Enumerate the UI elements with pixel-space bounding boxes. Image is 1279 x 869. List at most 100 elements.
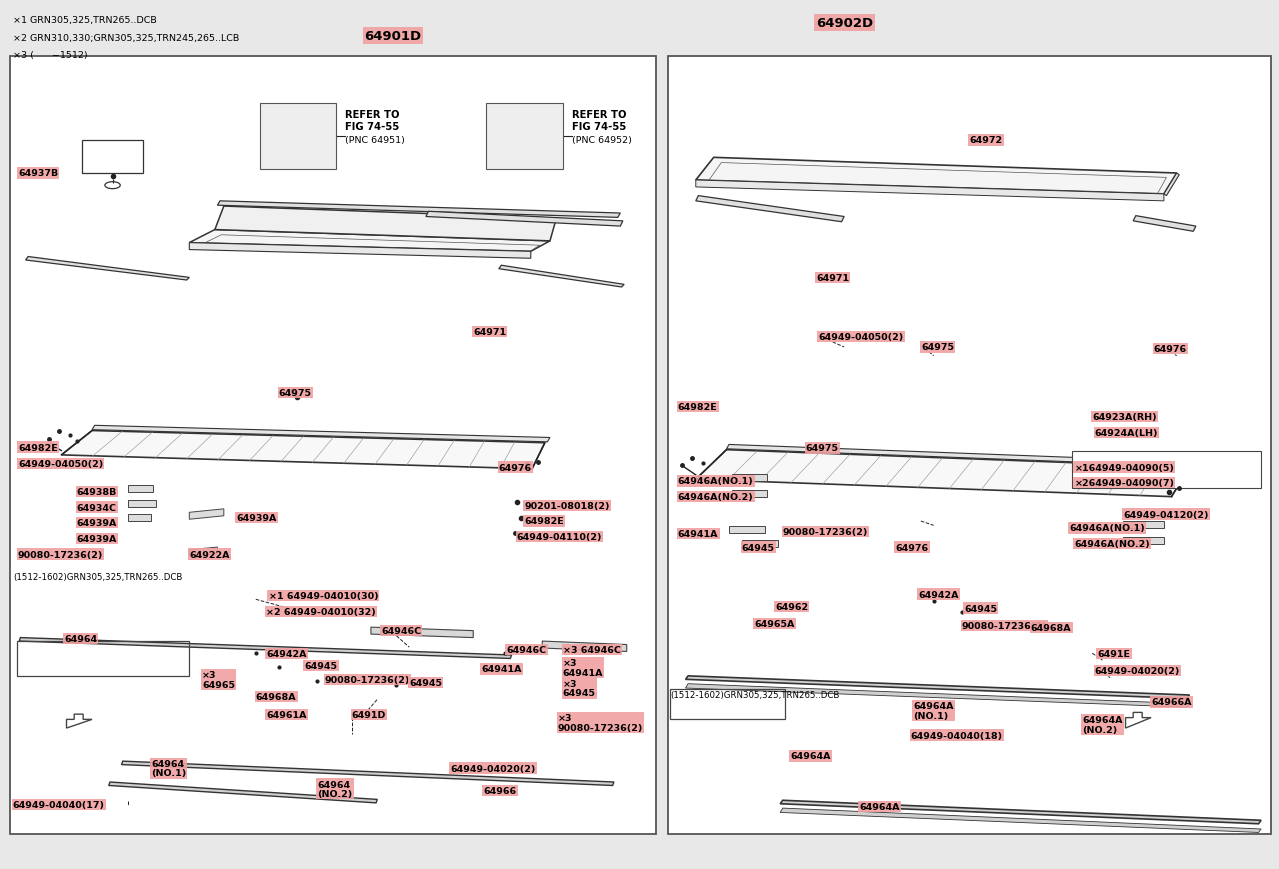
Text: 64949-04050(2): 64949-04050(2) bbox=[18, 460, 104, 468]
Polygon shape bbox=[92, 426, 550, 442]
Text: 64946A(NO.1): 64946A(NO.1) bbox=[1069, 524, 1145, 533]
Polygon shape bbox=[189, 547, 217, 556]
Text: 64945: 64945 bbox=[742, 543, 775, 552]
Polygon shape bbox=[19, 638, 512, 659]
Text: 6491D: 6491D bbox=[352, 710, 386, 719]
Text: 64964A
(NO.2): 64964A (NO.2) bbox=[1082, 715, 1123, 734]
Text: 64965A: 64965A bbox=[755, 620, 796, 628]
Polygon shape bbox=[426, 212, 623, 227]
Text: ×1 64949-04010(30): ×1 64949-04010(30) bbox=[269, 592, 379, 600]
Text: 64982E: 64982E bbox=[678, 402, 718, 411]
Text: 64975: 64975 bbox=[806, 444, 839, 453]
FancyBboxPatch shape bbox=[10, 56, 656, 834]
Text: ×3
90080-17236(2): ×3 90080-17236(2) bbox=[558, 713, 643, 733]
Text: (PNC 64952): (PNC 64952) bbox=[572, 136, 632, 145]
Polygon shape bbox=[61, 431, 545, 469]
Text: 6491E: 6491E bbox=[1097, 649, 1131, 658]
Polygon shape bbox=[67, 714, 92, 728]
Text: 64946A(NO.2): 64946A(NO.2) bbox=[1074, 540, 1150, 548]
Text: (1512-1602)GRN305,325,TRN265..DCB: (1512-1602)GRN305,325,TRN265..DCB bbox=[670, 691, 839, 700]
Text: 64949-04040(18): 64949-04040(18) bbox=[911, 731, 1003, 740]
Text: 90080-17236(2): 90080-17236(2) bbox=[783, 527, 868, 536]
Text: 64966: 64966 bbox=[483, 786, 517, 795]
Text: REFER TO: REFER TO bbox=[572, 109, 627, 120]
Text: 64937B: 64937B bbox=[18, 169, 58, 178]
Text: 64964
(NO.1): 64964 (NO.1) bbox=[151, 759, 187, 778]
Text: 64924A(LH): 64924A(LH) bbox=[1095, 428, 1159, 437]
Text: 64976: 64976 bbox=[895, 543, 929, 552]
Polygon shape bbox=[732, 474, 767, 481]
Text: 64946C: 64946C bbox=[506, 646, 546, 654]
Text: REFER TO: REFER TO bbox=[345, 109, 400, 120]
Text: 64972: 64972 bbox=[969, 136, 1003, 145]
Text: 64949-04120(2): 64949-04120(2) bbox=[1123, 510, 1209, 519]
Text: 64945: 64945 bbox=[304, 661, 338, 670]
Polygon shape bbox=[729, 527, 765, 534]
Text: 90080-17236(2): 90080-17236(2) bbox=[325, 675, 411, 684]
Text: FIG 74-55: FIG 74-55 bbox=[345, 122, 399, 132]
FancyBboxPatch shape bbox=[486, 104, 563, 169]
Text: (1512-1602)GRN305,325,TRN265..DCB: (1512-1602)GRN305,325,TRN265..DCB bbox=[13, 573, 182, 581]
Polygon shape bbox=[109, 782, 377, 803]
Polygon shape bbox=[26, 257, 189, 281]
Text: ×2 64949-04010(32): ×2 64949-04010(32) bbox=[266, 607, 376, 616]
Text: 64946A(NO.1): 64946A(NO.1) bbox=[678, 477, 753, 486]
Text: 64946A(NO.2): 64946A(NO.2) bbox=[678, 493, 753, 501]
Text: 64923A(RH): 64923A(RH) bbox=[1092, 413, 1157, 421]
Text: 64964
(NO.2): 64964 (NO.2) bbox=[317, 779, 353, 799]
Text: 64945: 64945 bbox=[964, 604, 998, 613]
FancyBboxPatch shape bbox=[260, 104, 336, 169]
Polygon shape bbox=[686, 676, 1189, 699]
Text: 64946C: 64946C bbox=[381, 627, 421, 635]
Text: 64942A: 64942A bbox=[918, 590, 959, 599]
Polygon shape bbox=[128, 486, 153, 493]
Polygon shape bbox=[1123, 521, 1164, 528]
Polygon shape bbox=[128, 501, 156, 507]
Polygon shape bbox=[1126, 713, 1151, 728]
Text: 64968A: 64968A bbox=[256, 693, 297, 701]
Polygon shape bbox=[780, 808, 1261, 833]
Polygon shape bbox=[1164, 174, 1179, 196]
Polygon shape bbox=[696, 158, 1177, 195]
FancyBboxPatch shape bbox=[82, 141, 143, 174]
Text: 64964: 64964 bbox=[64, 634, 97, 643]
Polygon shape bbox=[122, 761, 614, 786]
Polygon shape bbox=[371, 627, 473, 638]
Text: ×264949-04090(7): ×264949-04090(7) bbox=[1074, 479, 1174, 488]
Text: 64942A: 64942A bbox=[266, 649, 307, 658]
Text: 64982E: 64982E bbox=[18, 443, 58, 452]
Text: 64939A: 64939A bbox=[77, 519, 118, 527]
Text: 64968A: 64968A bbox=[1031, 623, 1072, 632]
Text: 64975: 64975 bbox=[279, 388, 312, 397]
Text: ×3
64965: ×3 64965 bbox=[202, 670, 235, 689]
Polygon shape bbox=[696, 181, 1164, 202]
Text: 64964A: 64964A bbox=[859, 802, 900, 811]
Text: ×3
64941A: ×3 64941A bbox=[563, 658, 604, 677]
Text: 64922A: 64922A bbox=[189, 550, 230, 559]
Text: 64966A: 64966A bbox=[1151, 698, 1192, 706]
Text: 64949-04020(2): 64949-04020(2) bbox=[450, 764, 536, 773]
Text: ×3
64945: ×3 64945 bbox=[563, 679, 596, 698]
Polygon shape bbox=[189, 509, 224, 520]
Polygon shape bbox=[1123, 537, 1164, 544]
Text: 64976: 64976 bbox=[499, 463, 532, 472]
Text: 64949-04040(17): 64949-04040(17) bbox=[13, 800, 105, 809]
Text: ×3 (      −1512): ×3 ( −1512) bbox=[13, 51, 87, 60]
Text: 64939A: 64939A bbox=[77, 534, 118, 543]
Text: 64949-04110(2): 64949-04110(2) bbox=[517, 533, 602, 541]
Text: ×1 GRN305,325,TRN265..DCB: ×1 GRN305,325,TRN265..DCB bbox=[13, 17, 156, 25]
Text: 64949-04050(2): 64949-04050(2) bbox=[819, 333, 904, 342]
FancyBboxPatch shape bbox=[1072, 452, 1261, 488]
Text: 64902D: 64902D bbox=[816, 17, 874, 30]
Text: ×2 GRN310,330;GRN305,325,TRN245,265..LCB: ×2 GRN310,330;GRN305,325,TRN245,265..LCB bbox=[13, 34, 239, 43]
Text: 64901D: 64901D bbox=[365, 30, 422, 43]
Text: ×164949-04090(5): ×164949-04090(5) bbox=[1074, 463, 1174, 472]
Text: 64934C: 64934C bbox=[77, 503, 116, 512]
Polygon shape bbox=[128, 514, 151, 521]
Text: 64971: 64971 bbox=[816, 274, 849, 282]
Polygon shape bbox=[732, 490, 767, 497]
Polygon shape bbox=[780, 800, 1261, 824]
Text: ×3 64946C: ×3 64946C bbox=[563, 646, 620, 654]
Text: 64941A: 64941A bbox=[678, 529, 719, 538]
Text: 64939A: 64939A bbox=[237, 514, 278, 522]
